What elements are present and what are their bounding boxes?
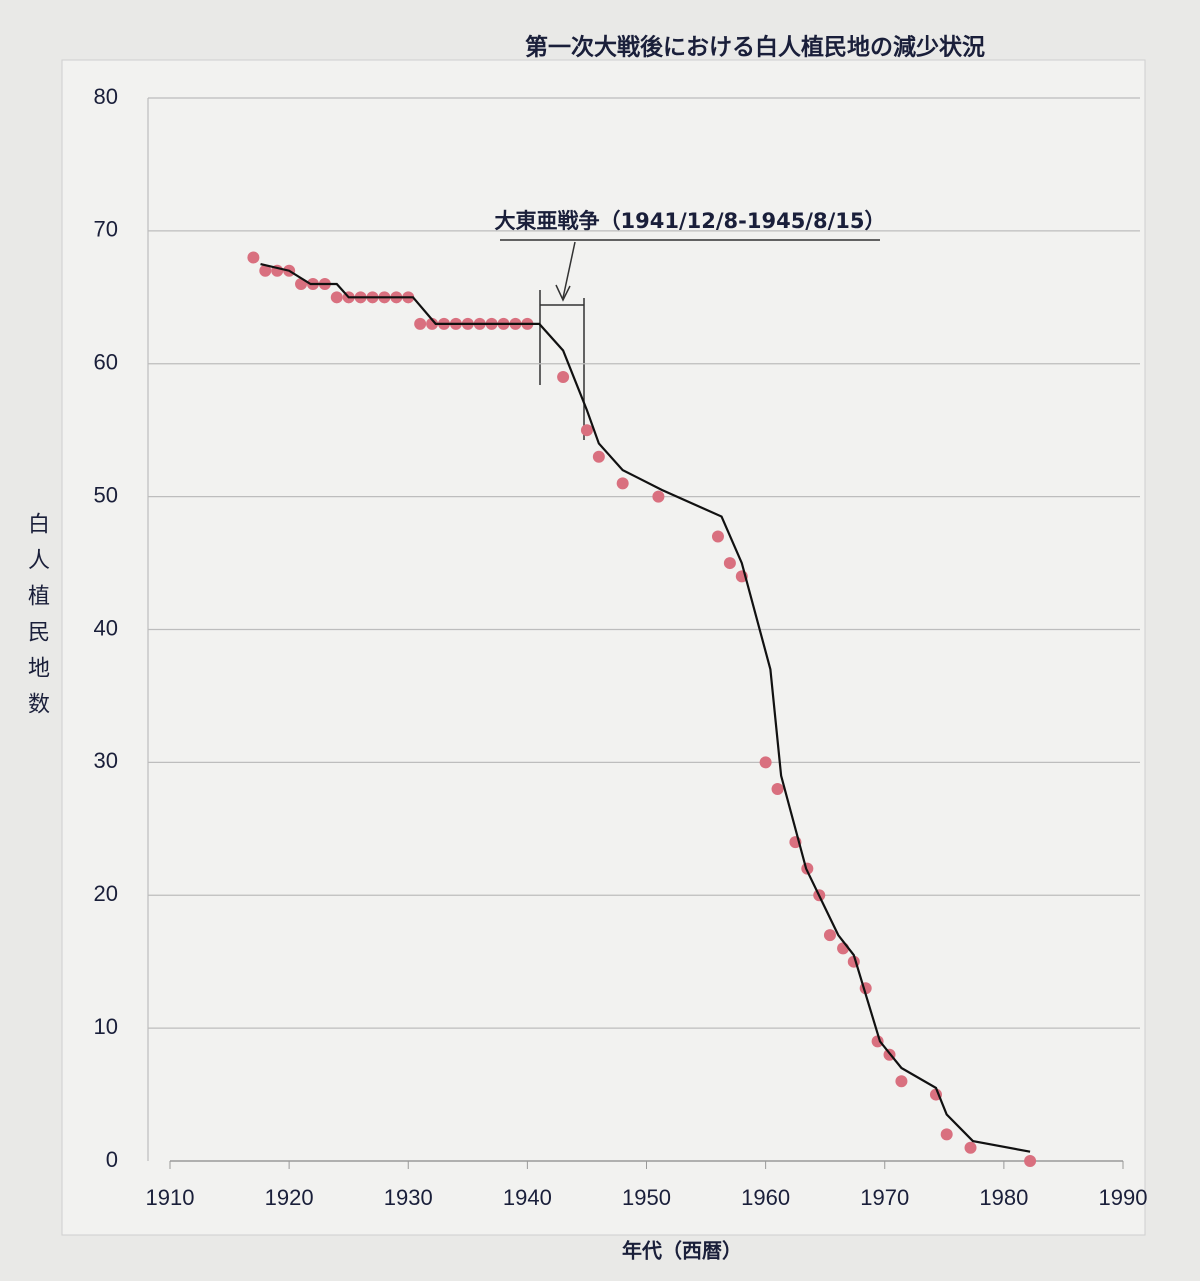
data-point	[823, 929, 836, 942]
data-point	[426, 317, 439, 330]
y-tick-label: 30	[94, 748, 118, 773]
data-point	[940, 1128, 953, 1141]
data-point	[616, 477, 629, 490]
data-point	[330, 291, 343, 304]
x-tick-label: 1960	[741, 1185, 790, 1210]
plot-frame	[61, 59, 1146, 1236]
y-tick-label: 80	[94, 84, 118, 109]
y-tick-label: 40	[94, 615, 118, 640]
y-axis-label: 白人植民地数	[24, 512, 50, 728]
trend-line	[260, 263, 1031, 1153]
x-tick-label: 1910	[146, 1185, 195, 1210]
data-point	[771, 782, 784, 795]
annotation: 大東亜戦争（1941/12/8-1945/8/15）	[495, 209, 886, 233]
data-point	[414, 317, 427, 330]
x-tick-label: 1950	[622, 1185, 671, 1210]
data-point	[711, 530, 724, 543]
data-point	[895, 1075, 908, 1088]
x-tick-label: 1980	[979, 1185, 1028, 1210]
x-tick-label: 1930	[384, 1185, 433, 1210]
data-point	[592, 450, 605, 463]
data-point	[871, 1035, 884, 1048]
data-point	[964, 1141, 977, 1154]
x-tick-label: 1990	[1099, 1185, 1148, 1210]
y-tick-label: 0	[106, 1147, 118, 1172]
y-tick-label: 70	[94, 217, 118, 242]
data-point	[652, 490, 665, 503]
chart-title: 第一次大戦後における白人植民地の減少状況	[525, 34, 985, 61]
y-tick-label: 60	[94, 350, 118, 375]
y-tick-label: 10	[94, 1014, 118, 1039]
x-tick-label: 1970	[860, 1185, 909, 1210]
data-point	[259, 264, 272, 277]
x-tick-label: 1940	[503, 1185, 552, 1210]
data-point	[759, 756, 772, 769]
y-tick-label: 50	[94, 482, 118, 507]
data-point	[1024, 1155, 1037, 1167]
data-point	[723, 557, 736, 570]
x-axis-label: 年代（西暦）	[622, 1239, 742, 1263]
data-point	[247, 251, 260, 264]
data-point	[580, 424, 593, 437]
data-point	[557, 371, 570, 384]
annotation-bracket	[500, 239, 880, 440]
x-tick-label: 1920	[265, 1185, 314, 1210]
y-tick-label: 20	[94, 881, 118, 906]
